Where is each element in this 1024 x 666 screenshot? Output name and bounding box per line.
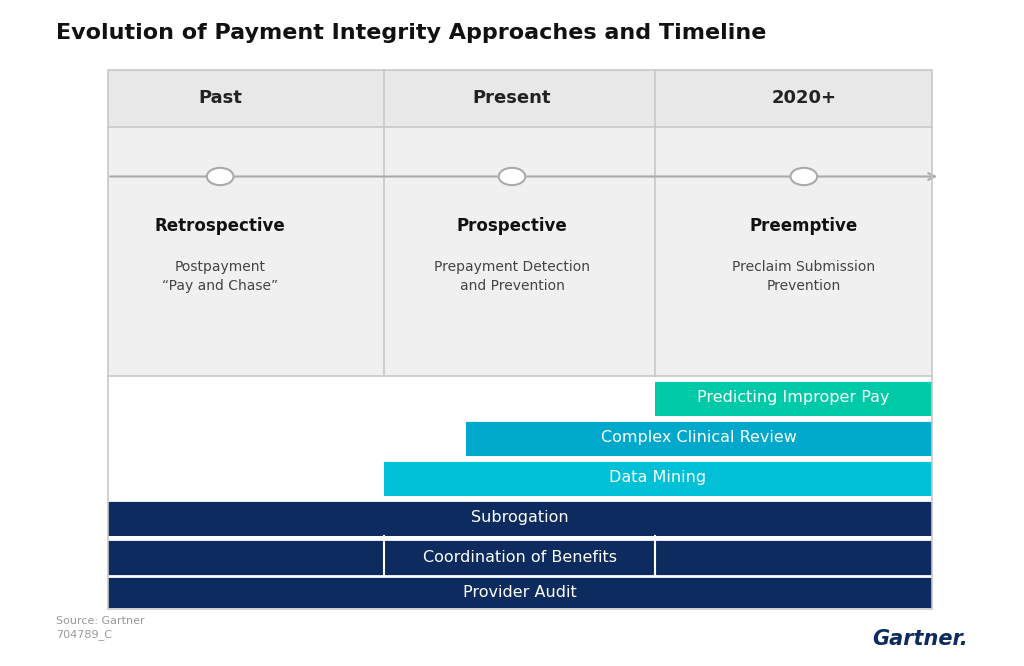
Bar [466, 420, 932, 456]
Text: Preclaim Submission
Prevention: Preclaim Submission Prevention [732, 260, 876, 293]
Bar [655, 380, 932, 416]
Text: Postpayment
“Pay and Chase”: Postpayment “Pay and Chase” [162, 260, 279, 293]
Text: Subrogation: Subrogation [471, 510, 568, 525]
Bar [108, 70, 932, 609]
Text: Complex Clinical Review: Complex Clinical Review [601, 430, 797, 446]
Bar [108, 539, 932, 576]
Text: Coordination of Benefits: Coordination of Benefits [423, 550, 616, 565]
Text: Present: Present [473, 89, 551, 107]
Text: Prospective: Prospective [457, 217, 567, 236]
Text: 2020+: 2020+ [771, 89, 837, 107]
Bar [108, 127, 932, 376]
Bar [108, 500, 932, 536]
Text: Provider Audit: Provider Audit [463, 585, 577, 600]
Text: Data Mining: Data Mining [609, 470, 707, 486]
Text: Predicting Improper Pay: Predicting Improper Pay [697, 390, 890, 406]
Text: Source: Gartner
704789_C: Source: Gartner 704789_C [56, 616, 145, 640]
Text: Preemptive: Preemptive [750, 217, 858, 236]
Text: Gartner.: Gartner. [872, 629, 968, 649]
Bar [108, 576, 932, 609]
Circle shape [499, 168, 525, 185]
Text: Prepayment Detection
and Prevention: Prepayment Detection and Prevention [434, 260, 590, 293]
Text: Retrospective: Retrospective [155, 217, 286, 236]
Circle shape [207, 168, 233, 185]
Text: Evolution of Payment Integrity Approaches and Timeline: Evolution of Payment Integrity Approache… [56, 23, 767, 43]
Text: Past: Past [199, 89, 242, 107]
Bar [384, 460, 932, 496]
Circle shape [791, 168, 817, 185]
Bar [108, 70, 932, 127]
